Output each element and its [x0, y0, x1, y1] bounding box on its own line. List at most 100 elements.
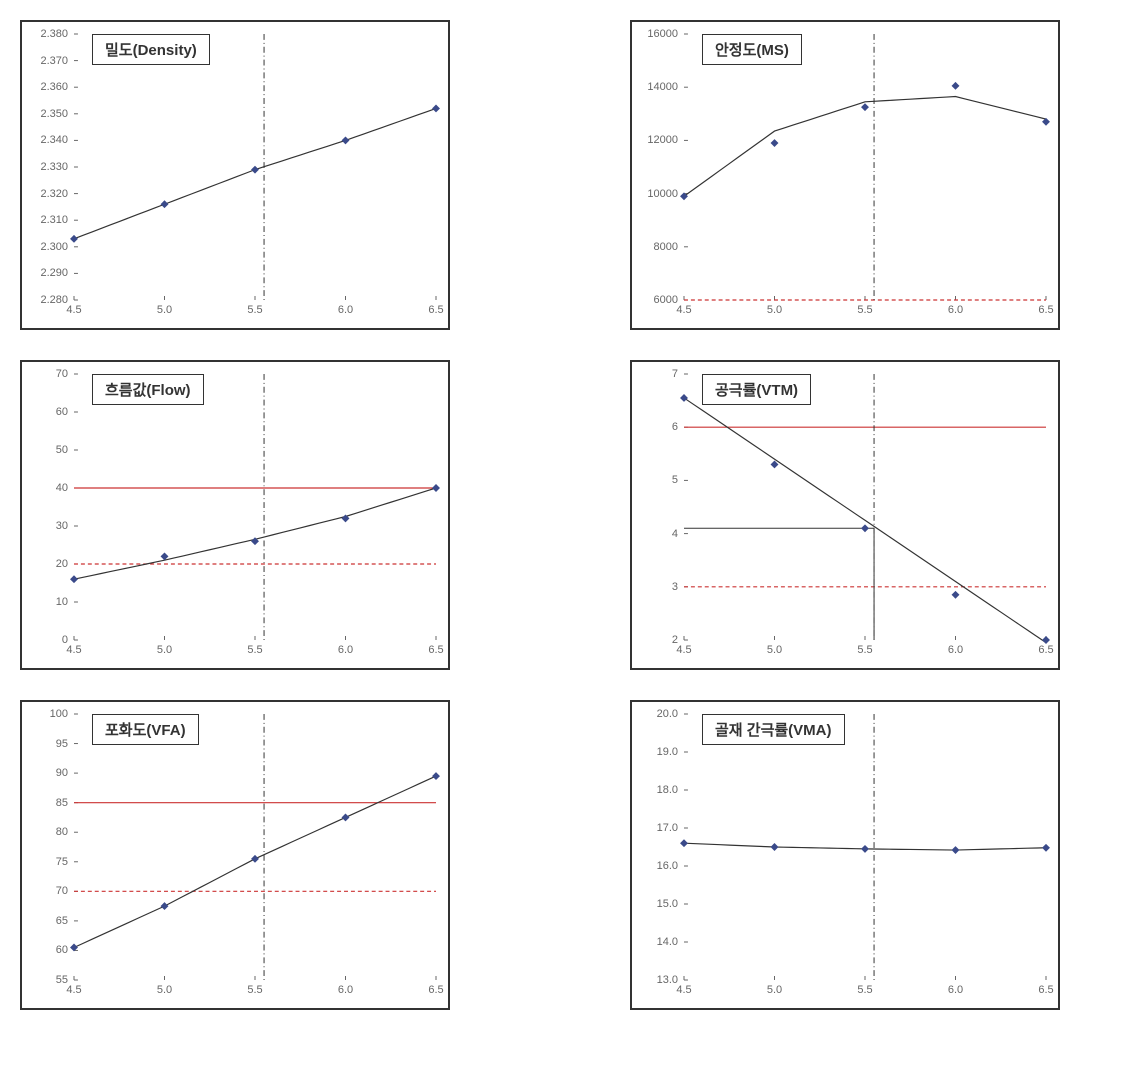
y-tick-label: 10000: [647, 188, 678, 200]
y-tick-label: 75: [56, 856, 68, 868]
chart-title: 안정도(MS): [702, 34, 802, 65]
x-tick-label: 4.5: [676, 984, 691, 996]
data-marker: [952, 591, 960, 599]
y-tick-label: 15.0: [657, 898, 678, 910]
x-tick-label: 4.5: [66, 644, 81, 656]
y-tick-label: 40: [56, 482, 68, 494]
x-tick-label: 6.5: [1038, 304, 1053, 316]
y-tick-label: 14.0: [657, 936, 678, 948]
x-tick-label: 5.5: [247, 304, 262, 316]
data-marker: [161, 902, 169, 910]
chart-density: 밀도(Density)2.2802.2902.3002.3102.3202.33…: [20, 20, 450, 330]
data-marker: [771, 843, 779, 851]
chart-title: 공극률(VTM): [702, 374, 811, 405]
plot-area: [74, 374, 436, 640]
plot-area: [684, 374, 1046, 640]
x-axis-labels: 4.55.05.56.06.5: [684, 644, 1046, 664]
x-tick-label: 6.5: [1038, 644, 1053, 656]
data-marker: [1042, 636, 1050, 644]
y-axis-labels: 13.014.015.016.017.018.019.020.0: [634, 714, 682, 980]
y-tick-label: 2.330: [40, 161, 68, 173]
y-tick-label: 2.310: [40, 214, 68, 226]
chart-title: 포화도(VFA): [92, 714, 199, 745]
x-tick-label: 5.0: [767, 984, 782, 996]
data-marker: [861, 103, 869, 111]
x-tick-label: 6.0: [948, 644, 963, 656]
x-tick-label: 5.0: [767, 644, 782, 656]
x-axis-labels: 4.55.05.56.06.5: [74, 644, 436, 664]
y-tick-label: 6000: [654, 294, 678, 306]
y-tick-label: 70: [56, 368, 68, 380]
y-tick-label: 60: [56, 406, 68, 418]
y-tick-label: 10: [56, 596, 68, 608]
plot-area: [74, 714, 436, 980]
data-marker: [952, 846, 960, 854]
y-axis-labels: 234567: [634, 374, 682, 640]
y-tick-label: 2.340: [40, 134, 68, 146]
y-tick-label: 2.300: [40, 241, 68, 253]
x-tick-label: 6.5: [1038, 984, 1053, 996]
x-tick-label: 4.5: [676, 304, 691, 316]
charts-grid: 밀도(Density)2.2802.2902.3002.3102.3202.33…: [20, 20, 1120, 1010]
x-tick-label: 6.0: [948, 304, 963, 316]
y-tick-label: 5: [672, 474, 678, 486]
y-tick-label: 2.350: [40, 108, 68, 120]
y-tick-label: 70: [56, 885, 68, 897]
x-tick-label: 6.0: [948, 984, 963, 996]
y-tick-label: 20: [56, 558, 68, 570]
y-tick-label: 20.0: [657, 708, 678, 720]
y-tick-label: 2.380: [40, 28, 68, 40]
y-tick-label: 17.0: [657, 822, 678, 834]
y-tick-label: 2.280: [40, 294, 68, 306]
data-marker: [861, 524, 869, 532]
y-axis-labels: 6000800010000120001400016000: [634, 34, 682, 300]
plot-area: [74, 34, 436, 300]
y-tick-label: 13.0: [657, 974, 678, 986]
x-tick-label: 5.5: [857, 984, 872, 996]
chart-title: 흐름값(Flow): [92, 374, 204, 405]
y-tick-label: 2.320: [40, 188, 68, 200]
x-tick-label: 5.0: [157, 644, 172, 656]
x-axis-labels: 4.55.05.56.06.5: [74, 304, 436, 324]
y-tick-label: 14000: [647, 81, 678, 93]
x-tick-label: 4.5: [66, 304, 81, 316]
x-axis-labels: 4.55.05.56.06.5: [684, 304, 1046, 324]
y-tick-label: 85: [56, 797, 68, 809]
data-marker: [251, 855, 259, 863]
y-tick-label: 19.0: [657, 746, 678, 758]
y-tick-label: 7: [672, 368, 678, 380]
y-tick-label: 80: [56, 826, 68, 838]
y-tick-label: 90: [56, 767, 68, 779]
data-marker: [251, 166, 259, 174]
x-tick-label: 6.5: [428, 304, 443, 316]
y-axis-labels: 010203040506070: [24, 374, 72, 640]
y-tick-label: 8000: [654, 241, 678, 253]
chart-vma: 골재 간극률(VMA) 13.0 14.0 15.0 16.0 17.0 18.0 19.0 2…: [630, 700, 1060, 1010]
data-marker: [432, 105, 440, 113]
y-tick-label: 18.0: [657, 784, 678, 796]
chart-ms: 안정도(MS)60008000100001200014000160004.55.…: [630, 20, 1060, 330]
x-tick-label: 5.0: [157, 984, 172, 996]
data-marker: [432, 772, 440, 780]
y-tick-label: 16.0: [657, 860, 678, 872]
data-marker: [771, 139, 779, 147]
y-tick-label: 6: [672, 421, 678, 433]
y-tick-label: 2.290: [40, 267, 68, 279]
y-tick-label: 4: [672, 528, 678, 540]
y-axis-labels: 556065707580859095100: [24, 714, 72, 980]
x-axis-labels: 4.55.05.56.06.5: [74, 984, 436, 1004]
y-tick-label: 95: [56, 738, 68, 750]
y-tick-label: 16000: [647, 28, 678, 40]
data-marker: [861, 845, 869, 853]
chart-flow: 흐름값(Flow)0102030405060704.55.05.56.06.5: [20, 360, 450, 670]
chart-title: 골재 간극률(VMA): [702, 714, 845, 745]
y-tick-label: 100: [50, 708, 68, 720]
x-tick-label: 6.0: [338, 984, 353, 996]
plot-area: [684, 34, 1046, 300]
x-tick-label: 6.0: [338, 304, 353, 316]
x-axis-labels: 4.55.05.56.06.5: [684, 984, 1046, 1004]
x-tick-label: 5.5: [247, 984, 262, 996]
y-tick-label: 2.370: [40, 55, 68, 67]
chart-vtm: 공극률(VTM)2345674.55.05.56.06.5: [630, 360, 1060, 670]
x-tick-label: 4.5: [66, 984, 81, 996]
